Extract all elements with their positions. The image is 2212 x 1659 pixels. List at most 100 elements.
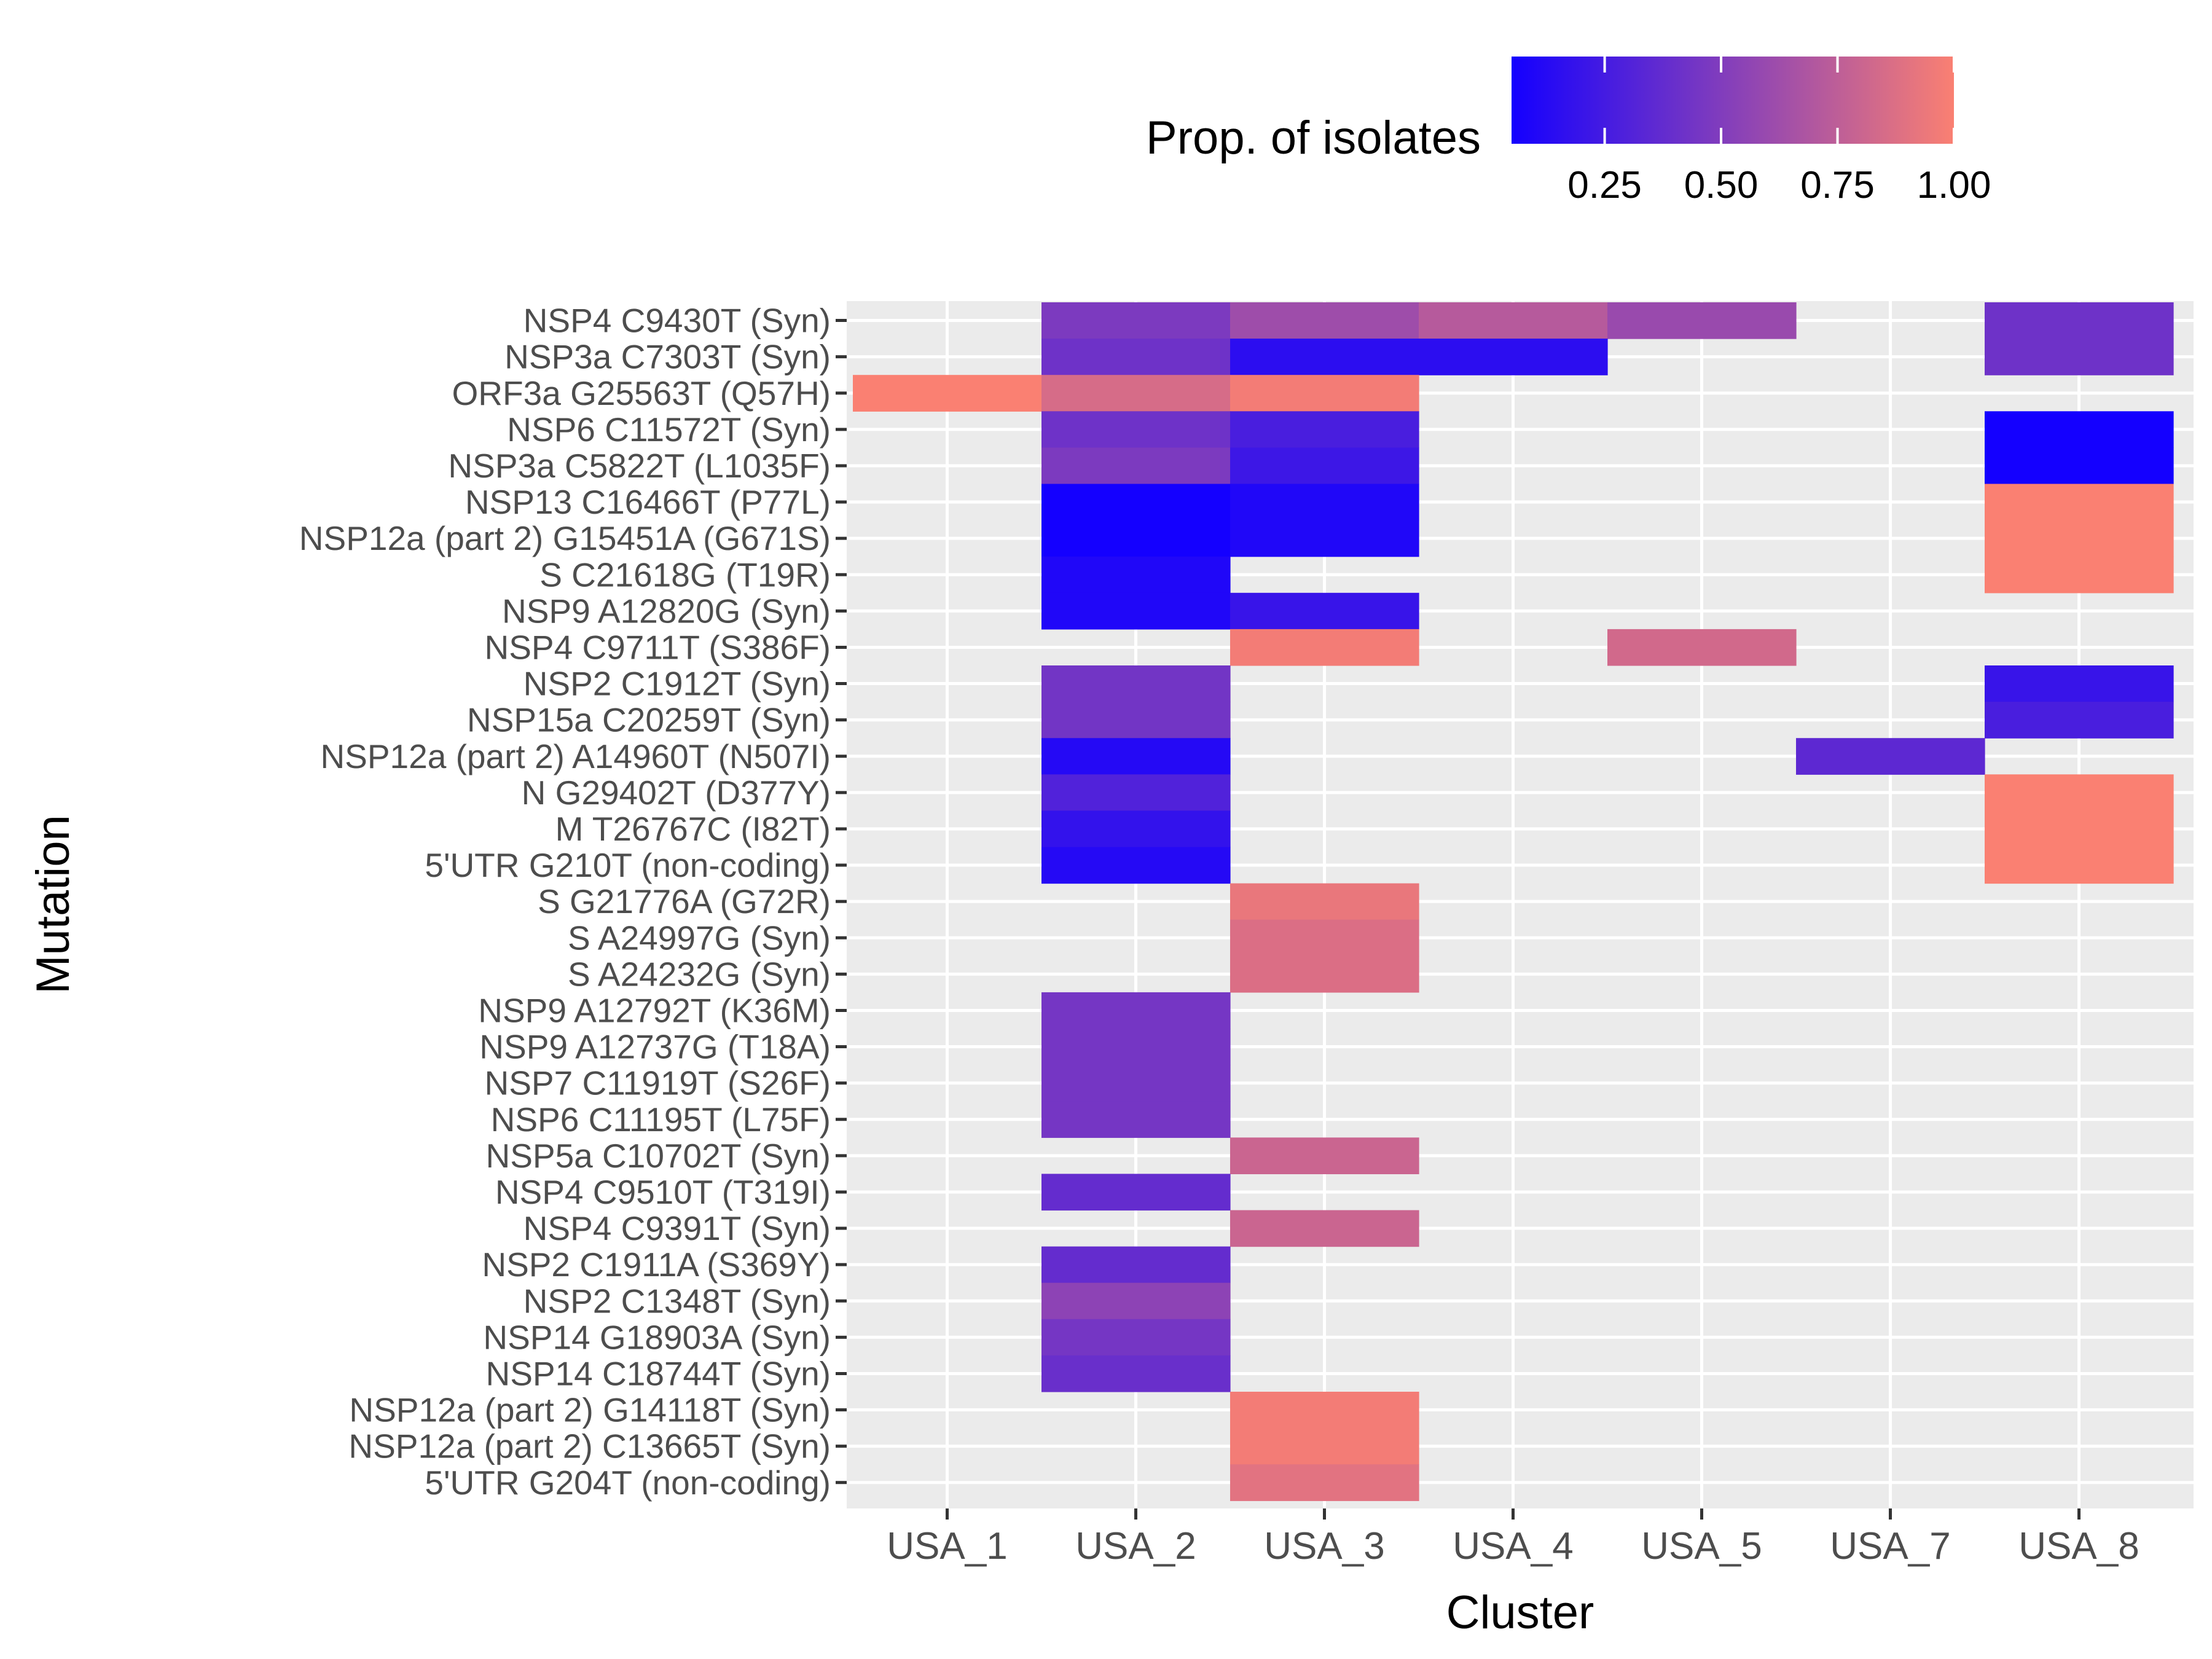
heatmap-cell	[1230, 447, 1419, 485]
heatmap-cell	[1230, 1464, 1419, 1501]
heatmap-cell	[1985, 520, 2174, 557]
heatmap-cell	[1230, 1137, 1419, 1174]
heatmap-cell	[1985, 810, 2174, 848]
y-tick-label: NSP6 C11572T (Syn)	[507, 410, 831, 449]
y-tick-label: NSP9 A12792T (K36M)	[478, 991, 831, 1029]
heatmap-cell	[1985, 484, 2174, 521]
heatmap-cell	[1607, 302, 1797, 339]
heatmap-cell	[1985, 556, 2174, 594]
heatmap-cell	[853, 375, 1042, 412]
y-tick-label: NSP4 C9711T (S386F)	[484, 628, 831, 666]
heatmap-cell	[1985, 665, 2174, 702]
heatmap-cell	[1230, 1392, 1419, 1429]
heatmap-cell	[1041, 992, 1231, 1029]
heatmap-cell	[1041, 1029, 1231, 1065]
y-tick-label: NSP13 C16466T (P77L)	[465, 483, 831, 521]
heatmap-cell	[1985, 702, 2174, 739]
y-tick-label: S A24997G (Syn)	[568, 919, 831, 957]
x-tick-label: USA_2	[1075, 1525, 1196, 1567]
heatmap-cell	[1230, 955, 1419, 993]
x-tick-label: USA_1	[887, 1525, 1007, 1567]
heatmap-cell	[1230, 302, 1419, 339]
heatmap-cell	[1041, 339, 1231, 375]
heatmap-cell	[1041, 1065, 1231, 1102]
legend-tick-label: 0.75	[1800, 164, 1875, 206]
heatmap-cell	[1230, 339, 1419, 375]
heatmap-cell	[1041, 1246, 1231, 1284]
heatmap-cell	[1985, 302, 2174, 339]
heatmap-cell	[1985, 339, 2174, 375]
y-axis: NSP4 C9430T (Syn)NSP3a C7303T (Syn)ORF3a…	[299, 302, 847, 1502]
x-tick-label: USA_7	[1830, 1525, 1950, 1567]
y-tick-label: S G21776A (G72R)	[538, 882, 831, 920]
heatmap-cell	[1230, 411, 1419, 448]
x-axis-title: Cluster	[1446, 1586, 1594, 1639]
x-axis: USA_1 USA_2 USA_3 USA_4 USA_5 USA_7 USA_8	[887, 1508, 2139, 1567]
heatmap-cell	[1041, 810, 1231, 848]
heatmap-cell	[1985, 847, 2174, 884]
y-tick-label: NSP9 A12737G (T18A)	[479, 1028, 831, 1066]
legend-tick-label: 1.00	[1917, 164, 1991, 206]
legend-title: Prop. of isolates	[1146, 112, 1481, 164]
y-tick-label: M T26767C (I82T)	[555, 810, 831, 848]
y-tick-label: NSP2 C1348T (Syn)	[524, 1282, 831, 1320]
heatmap-cell	[1230, 375, 1419, 412]
heatmap-cell	[1041, 411, 1231, 448]
heatmap-cell	[1041, 375, 1231, 412]
heatmap-cell	[1230, 883, 1419, 920]
heatmap-cell	[1985, 447, 2174, 485]
heatmap-cell	[1041, 847, 1231, 884]
heatmap-cell	[1230, 484, 1419, 521]
legend-tick-label: 0.25	[1567, 164, 1642, 206]
heatmap-cell	[1041, 1319, 1231, 1356]
heatmap-cell	[1230, 919, 1419, 957]
y-tick-label: NSP3a C7303T (Syn)	[504, 338, 831, 376]
y-tick-label: NSP5a C10702T (Syn)	[486, 1137, 831, 1175]
heatmap-cell	[1985, 411, 2174, 448]
legend-ticks: 0.25 0.50 0.75 1.00	[1567, 57, 1991, 206]
heatmap-cell	[1230, 1428, 1419, 1465]
heatmap-cell	[1041, 1101, 1231, 1138]
y-tick-label: NSP14 C18744T (Syn)	[486, 1354, 831, 1392]
y-tick-label: NSP4 C9510T (T319I)	[495, 1173, 831, 1211]
y-tick-label: NSP3a C5822T (L1035F)	[448, 447, 831, 485]
heatmap-cell	[1041, 592, 1231, 630]
y-tick-label: 5'UTR G210T (non-coding)	[425, 846, 831, 884]
heatmap-cell	[1796, 738, 1985, 775]
heatmap-cell	[1041, 447, 1231, 485]
heatmap-cell	[1041, 520, 1231, 557]
y-tick-label: NSP12a (part 2) A14960T (N507I)	[320, 737, 831, 775]
y-tick-label: NSP7 C11919T (S26F)	[484, 1064, 831, 1102]
x-tick-label: USA_8	[2018, 1525, 2139, 1567]
y-tick-label: NSP12a (part 2) G15451A (G671S)	[299, 519, 831, 557]
x-tick-label: USA_5	[1641, 1525, 1762, 1567]
heatmap-cell	[1041, 556, 1231, 594]
y-tick-label: NSP4 C9391T (Syn)	[524, 1209, 831, 1247]
heatmap-cell	[1419, 302, 1608, 339]
x-tick-label: USA_4	[1453, 1525, 1573, 1567]
heatmap-cell	[1041, 774, 1231, 811]
y-tick-label: S C21618G (T19R)	[539, 555, 831, 594]
heatmap-cell	[1041, 702, 1231, 739]
y-tick-label: 5'UTR G204T (non-coding)	[425, 1464, 831, 1502]
heatmap-cell	[1041, 1282, 1231, 1320]
heatmap-cell	[1607, 629, 1797, 666]
heatmap-cell	[1230, 629, 1419, 666]
heatmap-cell	[1041, 1355, 1231, 1392]
heatmap-cell	[1230, 592, 1419, 630]
heatmap-cell	[1041, 665, 1231, 702]
x-tick-label: USA_3	[1264, 1525, 1384, 1567]
y-tick-label: ORF3a G25563T (Q57H)	[452, 374, 831, 412]
heatmap-cell	[1041, 484, 1231, 521]
y-axis-title: Mutation	[27, 815, 79, 994]
y-tick-label: S A24232G (Syn)	[568, 955, 831, 993]
y-tick-label: NSP12a (part 2) C13665T (Syn)	[348, 1427, 831, 1465]
legend: Prop. of isolates 0.25 0.50 0.75 1.00	[1146, 57, 1991, 206]
heatmap-cells	[853, 302, 2174, 1501]
heatmap-cell	[1419, 339, 1608, 375]
heatmap-cell	[1041, 1174, 1231, 1211]
heatmap-cell	[1230, 1210, 1419, 1247]
y-tick-label: NSP2 C1912T (Syn)	[524, 665, 831, 703]
y-tick-label: NSP9 A12820G (Syn)	[502, 592, 831, 630]
